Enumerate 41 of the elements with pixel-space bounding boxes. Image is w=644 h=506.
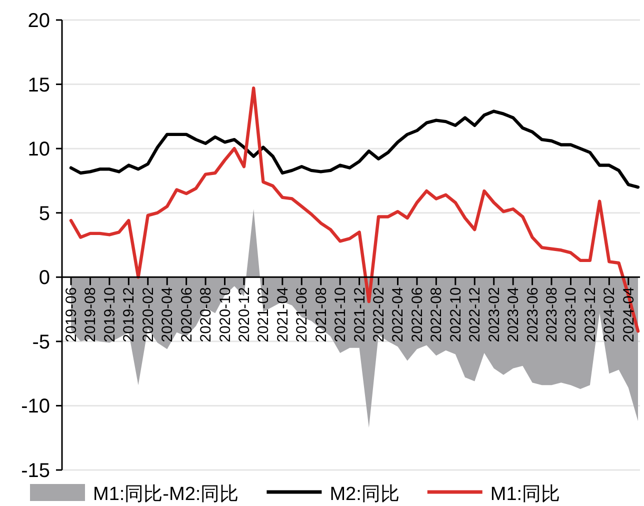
x-tick-label: 2020-08 xyxy=(198,287,215,342)
x-tick-label: 2022-04 xyxy=(390,287,407,342)
x-tick-label: 2021-04 xyxy=(274,287,292,342)
y-tick-label: 15 xyxy=(28,74,50,96)
x-tick-label: 2023-08 xyxy=(544,287,561,342)
x-tick-label: 2021-02 xyxy=(255,287,272,342)
x-tick-label: 2020-12 xyxy=(236,287,253,342)
legend-label: M1:同比 xyxy=(490,484,560,505)
x-tick-label: 2022-10 xyxy=(447,287,464,342)
x-tick-label: 2020-04 xyxy=(159,287,176,342)
x-tick-label: 2023-02 xyxy=(486,287,503,342)
x-tick-label: 2019-12 xyxy=(120,287,138,342)
x-tick-label: 2023-12 xyxy=(582,287,599,342)
x-tick-label: 2020-02 xyxy=(140,287,157,342)
y-tick-label: 10 xyxy=(28,138,50,161)
x-tick-label: 2023-06 xyxy=(524,287,542,342)
x-tick-label: 2022-06 xyxy=(408,287,426,342)
x-tick-label: 2021-10 xyxy=(332,287,350,342)
y-tick-label: 20 xyxy=(28,10,50,32)
x-tick-label: 2022-08 xyxy=(428,287,446,342)
y-tick-label: 0 xyxy=(38,267,50,290)
x-tick-label: 2024-02 xyxy=(601,287,618,342)
x-tick-label: 2020-10 xyxy=(216,287,234,342)
x-tick-label: 2019-08 xyxy=(82,287,100,342)
x-tick-label: 2021-08 xyxy=(312,287,330,342)
y-tick-label: -15 xyxy=(21,460,50,482)
x-tick-label: 2019-06 xyxy=(63,287,80,342)
y-tick-label: -5 xyxy=(32,331,50,354)
x-tick-label: 2020-06 xyxy=(178,287,196,342)
x-tick-label: 2023-04 xyxy=(505,287,522,342)
x-tick-label: 2022-02 xyxy=(370,287,388,342)
y-tick-label: 5 xyxy=(38,202,50,225)
legend-label: M1:同比-M2:同比 xyxy=(93,484,239,505)
x-tick-label: 2023-10 xyxy=(562,287,580,342)
x-tick-label: 2021-12 xyxy=(351,287,368,342)
x-tick-label: 2024-04 xyxy=(620,287,638,342)
x-tick-label: 2022-12 xyxy=(466,287,484,342)
x-tick-label: 2021-06 xyxy=(294,287,311,342)
legend-label: M2:同比 xyxy=(330,484,400,505)
y-tick-label: -10 xyxy=(21,396,50,418)
x-tick-label: 2019-10 xyxy=(101,287,118,342)
